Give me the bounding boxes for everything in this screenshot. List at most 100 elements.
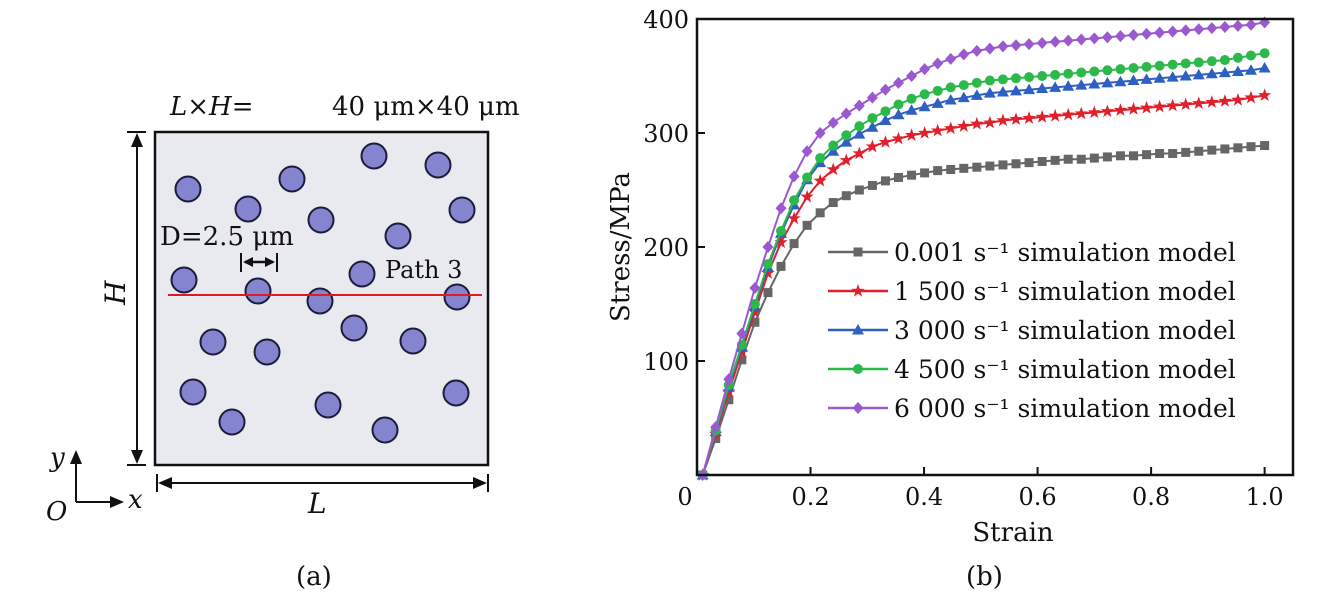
legend-entry: 0.001 s⁻¹ simulation model (828, 238, 1236, 267)
particle (179, 378, 207, 406)
series-point (1180, 24, 1192, 37)
series-point (1259, 48, 1270, 59)
series-point (1166, 98, 1180, 112)
series-point (1087, 105, 1101, 119)
series-point (710, 421, 722, 434)
series-point (970, 116, 984, 130)
series-point (1218, 66, 1231, 78)
series-point (1220, 144, 1230, 154)
series-point (893, 76, 905, 89)
series-point (1194, 146, 1204, 156)
series-point (1089, 66, 1100, 77)
series-point (892, 108, 905, 120)
y-axis-label: Stress/MPa (606, 172, 636, 322)
legend-label: 1 500 s⁻¹ simulation model (894, 277, 1236, 306)
series-point (1258, 62, 1271, 73)
series-point (815, 153, 826, 164)
series-point (774, 235, 788, 249)
particle (170, 266, 198, 294)
panel-b-label: (b) (966, 562, 1003, 592)
particle (234, 195, 262, 223)
series-point (1141, 27, 1153, 40)
series-point (1011, 159, 1021, 169)
series-point (1088, 32, 1100, 45)
series-point (920, 168, 930, 178)
series-point (945, 82, 956, 93)
series-point (761, 266, 775, 279)
panel-b-chart: 0 0.2 0.4 0.6 0.8 1.0 100 200 300 400 0.001 s⁻¹ s… (606, 6, 1295, 592)
series-point (1154, 26, 1166, 39)
series-point (737, 355, 747, 365)
series-point (787, 211, 801, 225)
series-1 (698, 141, 1270, 480)
legend-swatch-marker (853, 364, 863, 374)
series-point (828, 198, 838, 208)
series-point (1219, 55, 1230, 66)
series-point (1050, 155, 1060, 165)
series-point (879, 114, 892, 125)
series-point (1113, 103, 1128, 116)
series-point (893, 99, 904, 110)
legend: 0.001 s⁻¹ simulation model 1 500 s⁻¹ simu… (828, 238, 1236, 423)
series-point (1023, 38, 1035, 51)
series-point (997, 40, 1009, 53)
series-point (919, 63, 931, 76)
particle (314, 391, 342, 419)
series-point (840, 136, 853, 147)
panel-a-label: (a) (296, 562, 332, 592)
series-point (1114, 75, 1127, 87)
axis-x-label: x (128, 485, 143, 515)
series-point (919, 89, 930, 100)
series-point (866, 91, 878, 104)
series-point (996, 113, 1010, 127)
series-point (971, 77, 982, 88)
series-point (1062, 34, 1074, 47)
series-point (906, 93, 917, 104)
particle (424, 151, 452, 179)
particle (307, 206, 335, 234)
particle (448, 196, 476, 224)
series-point (841, 130, 852, 141)
legend-entry: 4 500 s⁻¹ simulation model (828, 355, 1236, 384)
series-point (1063, 68, 1074, 79)
x-tick-label: 0.2 (791, 483, 829, 511)
series-point (1089, 153, 1099, 163)
series-point (984, 42, 996, 55)
series-curves (696, 16, 1272, 481)
y-tick-label: 100 (643, 348, 689, 376)
series-point (959, 163, 969, 173)
legend-label: 4 500 s⁻¹ simulation model (894, 355, 1236, 384)
x-tick-label: 0.4 (905, 483, 943, 511)
x-tick-label: 0.8 (1132, 483, 1170, 511)
series-point (1035, 110, 1049, 123)
series-point (918, 100, 931, 112)
series-point (1142, 150, 1152, 160)
particle (218, 408, 246, 436)
series-point (917, 126, 932, 139)
series-point (1037, 71, 1048, 81)
series-point (724, 395, 734, 405)
series-point (1075, 79, 1088, 90)
series-point (1179, 70, 1192, 81)
particle (348, 260, 376, 288)
series-point (1114, 30, 1126, 43)
series-point (826, 162, 840, 176)
series-point (854, 185, 864, 195)
series-point (776, 261, 786, 271)
series-point (1245, 18, 1257, 31)
series-point (1128, 151, 1138, 161)
series-point (1063, 154, 1073, 164)
series-point (813, 173, 827, 187)
dimension-value: 40 μm×40 μm (332, 92, 520, 122)
series-point (1260, 141, 1270, 151)
width-label: L (307, 487, 327, 520)
series-point (958, 80, 969, 91)
series-point (853, 99, 865, 112)
series-point (1088, 77, 1101, 89)
particle (360, 142, 388, 170)
series-point (1011, 73, 1022, 84)
series-point (1232, 19, 1244, 32)
series-point (944, 121, 958, 135)
legend-swatch-marker (852, 324, 864, 335)
series-point (1167, 59, 1178, 70)
